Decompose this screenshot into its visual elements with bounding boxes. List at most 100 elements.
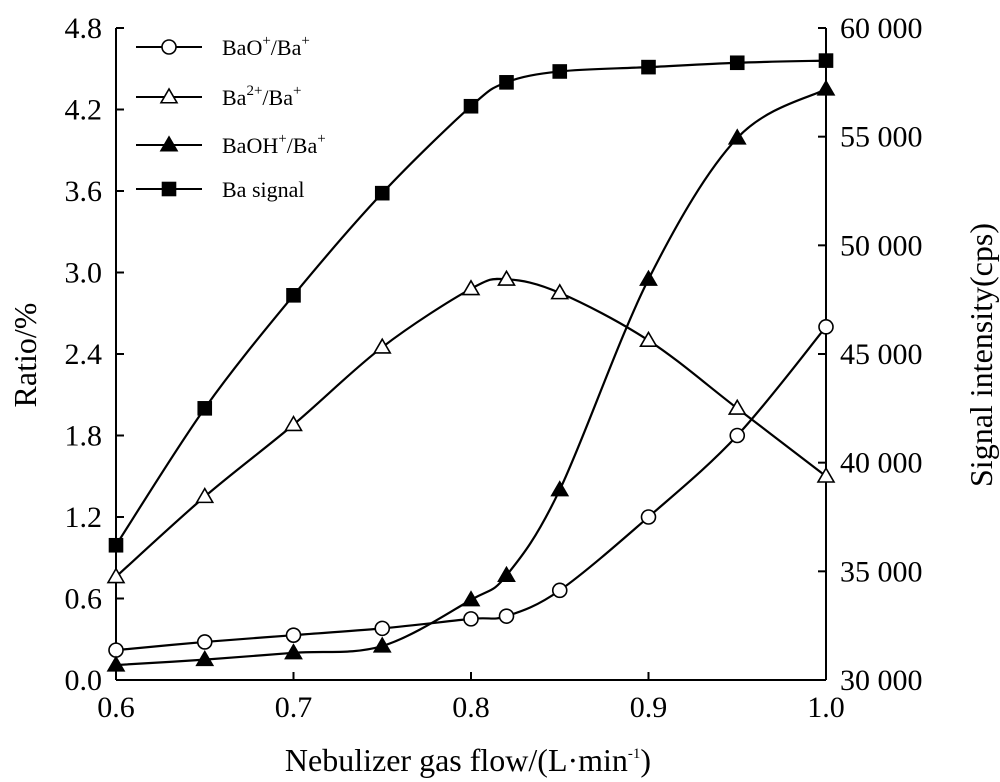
y-left-tick-label: 4.8 — [65, 12, 103, 45]
y-axis-right-title: Signal intensity(cps) — [963, 223, 999, 487]
legend-item: Ba2+/Ba+ — [136, 83, 301, 110]
legend-square-marker — [161, 181, 177, 197]
y-left-tick-label: 0.0 — [65, 664, 103, 697]
x-tick-label: 0.6 — [97, 691, 135, 724]
data-point-square-marker — [197, 401, 213, 416]
data-point-open-triangle-marker — [195, 487, 215, 504]
data-point-circle-marker — [463, 611, 479, 627]
legend-item: Ba signal — [136, 177, 305, 202]
data-point-open-triangle-marker — [284, 415, 303, 432]
y-right-tick-label: 50 000 — [840, 229, 923, 262]
series-line — [115, 88, 827, 667]
legend-label-part: BaOH — [222, 133, 278, 158]
legend-label: BaOH+/Ba+ — [222, 131, 326, 158]
data-point-square-marker — [108, 537, 124, 553]
legend-label-part: Ba signal — [222, 177, 305, 202]
data-point-square-marker — [286, 288, 301, 303]
data-point-open-triangle-marker — [727, 398, 747, 415]
data-point-circle-marker — [729, 427, 746, 444]
series-2 — [106, 269, 836, 584]
data-point-open-triangle-marker — [639, 330, 658, 347]
y-left-tick-label: 3.6 — [65, 175, 103, 208]
y-left-tick-label: 3.0 — [65, 257, 103, 290]
legend-label: BaO+/Ba+ — [222, 33, 310, 60]
data-point-square-marker — [729, 55, 745, 71]
y-right-tick-label: 35 000 — [840, 555, 923, 588]
series-4 — [108, 53, 834, 553]
x-tick-label: 0.7 — [275, 691, 313, 724]
data-point-filled-triangle-marker — [284, 643, 303, 660]
x-axis-title-sup: -1 — [628, 746, 641, 762]
data-point-square-marker — [374, 185, 390, 201]
legend-label-part: + — [278, 131, 286, 147]
legend-filled-triangle-marker — [159, 135, 179, 152]
data-point-open-triangle-marker — [550, 283, 570, 300]
plot-frame — [115, 28, 827, 681]
data-point-filled-triangle-marker — [639, 269, 658, 286]
data-point-circle-marker — [374, 620, 391, 637]
y-right-tick-label: 30 000 — [840, 664, 923, 697]
data-point-circle-marker — [196, 634, 213, 650]
y-right-tick-label: 40 000 — [840, 447, 923, 480]
y-left-tick-label: 4.2 — [65, 94, 103, 127]
y-left-tick-label: 1.8 — [65, 420, 103, 453]
data-point-filled-triangle-marker — [816, 79, 836, 96]
y-right-tick-label: 60 000 — [840, 12, 923, 45]
legend-label-part: + — [301, 33, 309, 49]
legend-item: BaOH+/Ba+ — [136, 131, 326, 158]
series-line — [115, 277, 827, 578]
y-left-tick-label: 0.6 — [65, 583, 103, 616]
data-point-circle-marker — [108, 642, 124, 658]
legend-label: Ba signal — [222, 177, 305, 202]
legend-label-part: 2+ — [246, 83, 262, 99]
data-point-filled-triangle-marker — [372, 636, 392, 653]
data-point-open-triangle-marker — [816, 466, 836, 483]
y-right-tick-label: 55 000 — [840, 121, 923, 154]
x-tick-label: 0.8 — [452, 691, 490, 724]
data-point-filled-triangle-marker — [497, 565, 516, 582]
data-point-filled-triangle-marker — [461, 590, 481, 607]
x-axis-title-main: Nebulizer gas flow/(L·min — [285, 742, 628, 778]
x-tick-label: 0.9 — [630, 691, 668, 724]
data-point-square-marker — [818, 53, 834, 68]
y-left-tick-label: 1.2 — [65, 501, 103, 534]
legend: BaO+/Ba+Ba2+/Ba+BaOH+/Ba+Ba signal — [136, 33, 326, 202]
data-point-filled-triangle-marker — [106, 655, 126, 672]
data-point-circle-marker — [285, 627, 302, 643]
x-tick-label: 1.0 — [807, 691, 845, 724]
series-3 — [106, 79, 836, 672]
data-point-open-triangle-marker — [372, 337, 392, 354]
data-point-filled-triangle-marker — [550, 480, 570, 497]
data-point-square-marker — [641, 59, 656, 75]
data-point-circle-marker — [818, 319, 834, 335]
x-axis-title-end: ) — [640, 742, 651, 778]
legend-item: BaO+/Ba+ — [136, 33, 310, 60]
data-point-square-marker — [499, 75, 514, 90]
series-1 — [108, 319, 834, 658]
legend-open-triangle-marker — [159, 87, 179, 104]
series-line — [115, 326, 827, 652]
data-point-open-triangle-marker — [106, 567, 126, 584]
series-layer — [106, 53, 836, 672]
data-point-square-marker — [463, 98, 479, 114]
data-point-circle-marker — [640, 509, 657, 525]
data-point-circle-marker — [551, 582, 568, 599]
y-right-tick-label: 45 000 — [840, 338, 923, 371]
legend-label-part: Ba — [222, 85, 247, 110]
legend-circle-marker — [161, 39, 177, 55]
data-point-filled-triangle-marker — [195, 650, 215, 667]
data-point-open-triangle-marker — [461, 279, 481, 296]
legend-label-part: /Ba — [287, 133, 318, 158]
legend-label-part: + — [293, 83, 301, 99]
y-left-tick-label: 2.4 — [65, 338, 103, 371]
legend-label-part: /Ba — [271, 35, 302, 60]
legend-label-part: BaO — [222, 35, 262, 60]
legend-label: Ba2+/Ba+ — [222, 83, 301, 110]
legend-label-part: + — [262, 33, 270, 49]
data-point-filled-triangle-marker — [727, 128, 747, 145]
y-axis-left-title: Ratio/% — [7, 303, 43, 408]
legend-label-part: /Ba — [262, 85, 293, 110]
legend-label-part: + — [317, 131, 325, 147]
